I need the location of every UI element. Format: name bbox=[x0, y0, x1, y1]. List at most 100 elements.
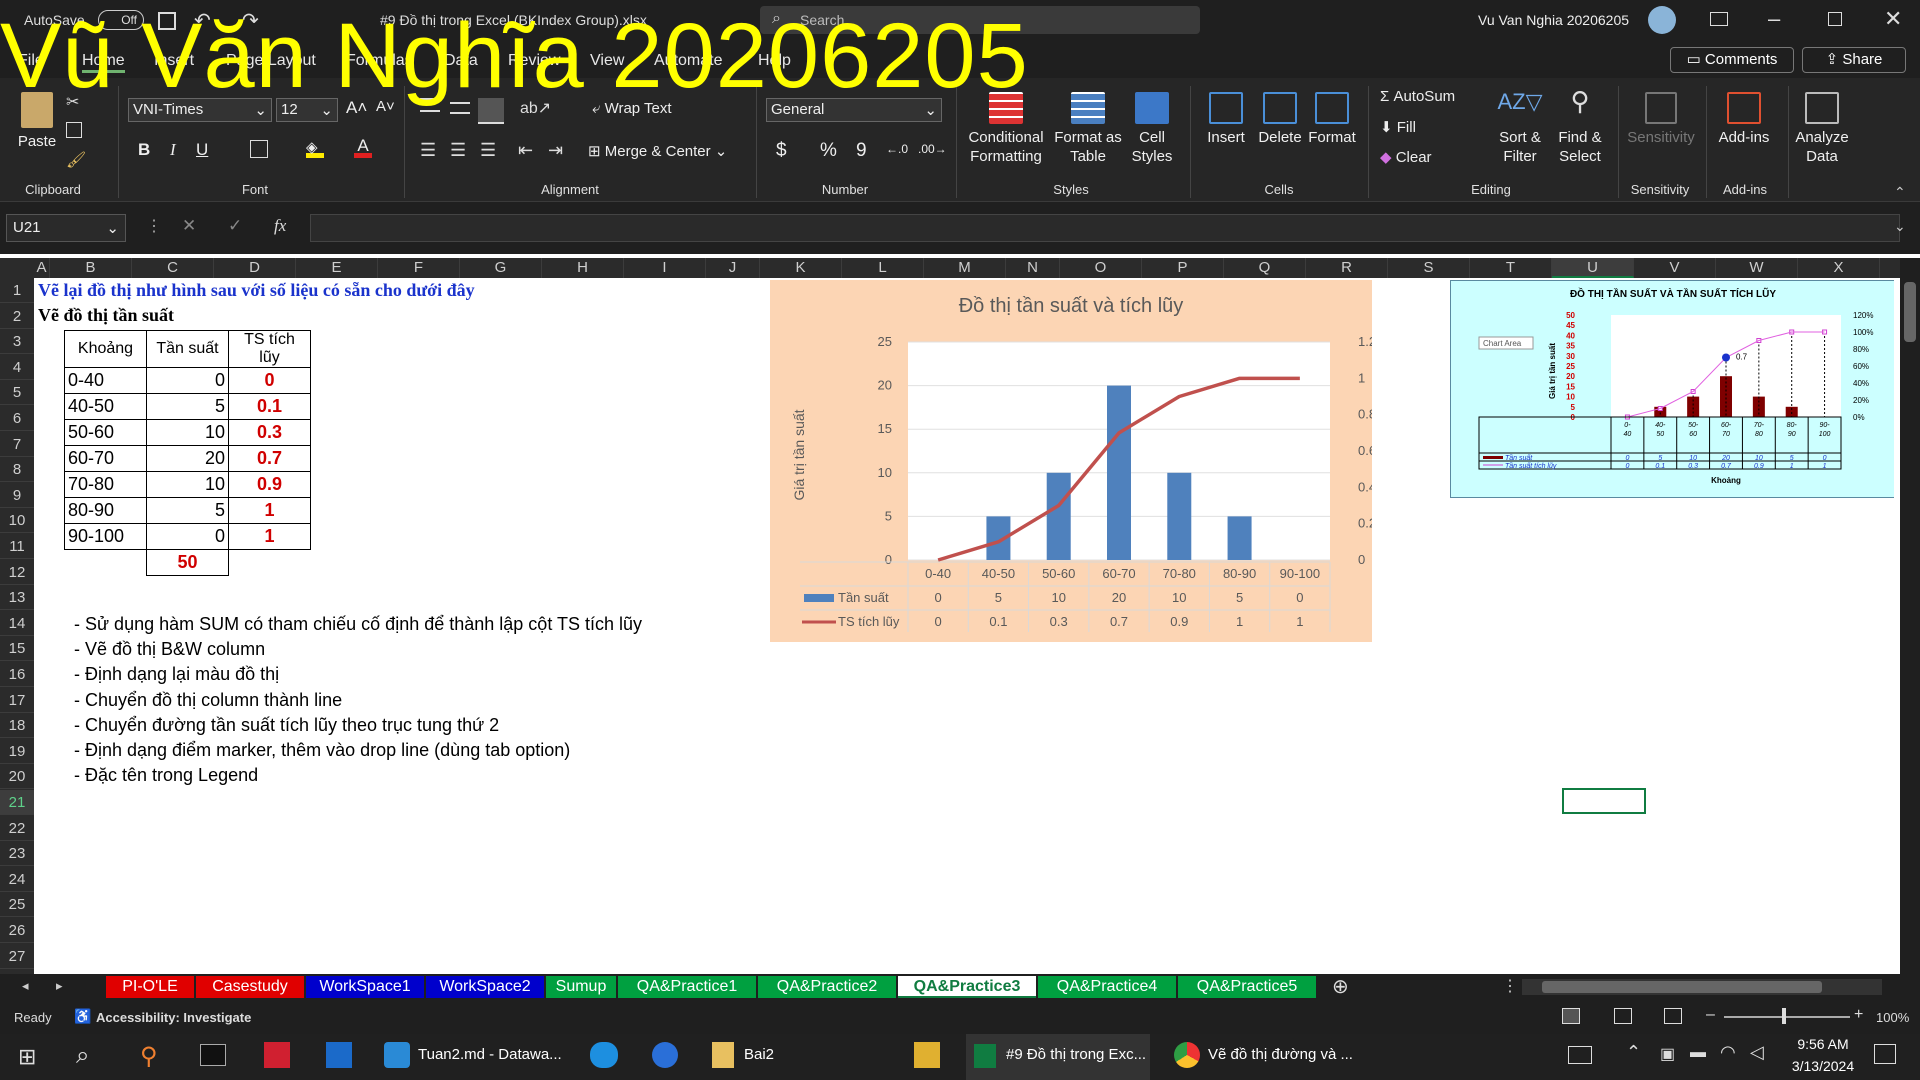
row-header-2[interactable]: 2 bbox=[0, 304, 34, 329]
tab-file[interactable]: File bbox=[18, 52, 44, 69]
battery-icon[interactable]: ▬ bbox=[1690, 1044, 1706, 1061]
formula-input[interactable] bbox=[310, 214, 1900, 242]
selected-cell-U21[interactable] bbox=[1562, 788, 1646, 814]
worksheet[interactable]: Vẽ lại đồ thị như hình sau với số liệu c… bbox=[34, 278, 1894, 974]
note-line[interactable]: - Định dạng lại màu đồ thị bbox=[74, 664, 280, 685]
row-header-22[interactable]: 22 bbox=[0, 816, 34, 841]
font-name-select[interactable]: VNI-Times ⌄ bbox=[128, 98, 272, 122]
note-line[interactable]: - Vẽ đồ thị B&W column bbox=[74, 639, 266, 660]
page-layout-view-icon[interactable] bbox=[1614, 1008, 1632, 1024]
chrome-icon[interactable] bbox=[1174, 1042, 1200, 1068]
zoom-slider-thumb[interactable] bbox=[1782, 1008, 1786, 1024]
tab-page-layout[interactable]: Page Layout bbox=[226, 52, 316, 69]
sort-filter-button[interactable]: AZ▽ Sort & Filter bbox=[1492, 91, 1548, 166]
table-cell[interactable]: 1 bbox=[228, 497, 311, 524]
taskbar-excel-active[interactable] bbox=[966, 1034, 1150, 1080]
vscode-icon[interactable] bbox=[384, 1042, 410, 1068]
column-header-K[interactable]: K bbox=[760, 258, 842, 278]
font-size-select[interactable]: 12 ⌄ bbox=[276, 98, 338, 122]
insert-cells-button[interactable]: Insert bbox=[1198, 92, 1254, 147]
align-top-icon[interactable] bbox=[420, 98, 440, 112]
table-cell[interactable]: 0.9 bbox=[228, 471, 311, 498]
column-header-F[interactable]: F bbox=[378, 258, 460, 278]
sheet-tab-Sumup[interactable]: Sumup bbox=[546, 976, 616, 998]
sheet-tab-QA&Practice4[interactable]: QA&Practice4 bbox=[1038, 976, 1176, 998]
volume-icon[interactable]: ◁ bbox=[1750, 1042, 1764, 1062]
table-cell[interactable]: 5 bbox=[146, 393, 229, 420]
horizontal-scrollbar[interactable] bbox=[1522, 979, 1882, 995]
cancel-icon[interactable]: ✕ bbox=[182, 216, 197, 235]
zoom-slider[interactable] bbox=[1724, 1016, 1850, 1018]
zoom-level[interactable]: 100% bbox=[1876, 1010, 1910, 1025]
h-scrollbar-thumb[interactable] bbox=[1542, 981, 1822, 993]
cell-A2[interactable]: Vẽ đồ thị tần suất bbox=[38, 305, 175, 325]
row-header-26[interactable]: 26 bbox=[0, 918, 34, 943]
maximize-icon[interactable] bbox=[1828, 12, 1842, 26]
delete-cells-button[interactable]: Delete bbox=[1252, 92, 1308, 147]
column-header-U[interactable]: U bbox=[1552, 258, 1634, 278]
paste-button[interactable]: Paste bbox=[14, 92, 60, 151]
insert-function-button[interactable]: fx bbox=[274, 216, 287, 235]
column-header-R[interactable]: R bbox=[1306, 258, 1388, 278]
search-box[interactable]: ⌕ Search bbox=[760, 6, 1200, 34]
sheet-tab-QA&Practice2[interactable]: QA&Practice2 bbox=[758, 976, 896, 998]
ribbon-display-icon[interactable] bbox=[1710, 12, 1728, 26]
wifi-icon[interactable]: ◠ bbox=[1720, 1042, 1736, 1062]
tab-home[interactable]: Home bbox=[82, 52, 125, 73]
taskbar-folder[interactable]: Bai2 bbox=[744, 1046, 775, 1063]
enter-icon[interactable]: ✓ bbox=[228, 216, 243, 235]
sheet-tab-Casestudy[interactable]: Casestudy bbox=[196, 976, 304, 998]
table-cell[interactable]: 80-90 bbox=[64, 497, 147, 524]
cut-icon[interactable]: ✂ bbox=[66, 94, 80, 111]
column-header-P[interactable]: P bbox=[1142, 258, 1224, 278]
clear-button[interactable]: ◆ Clear bbox=[1380, 148, 1432, 166]
increase-indent-icon[interactable]: ⇥ bbox=[548, 140, 564, 160]
table-cell[interactable]: 90-100 bbox=[64, 523, 147, 550]
table-cell[interactable]: 40-50 bbox=[64, 393, 147, 420]
row-header-11[interactable]: 11 bbox=[0, 534, 34, 559]
row-header-4[interactable]: 4 bbox=[0, 355, 34, 380]
row-header-16[interactable]: 16 bbox=[0, 662, 34, 687]
wrap-text-button[interactable]: ⤶ Wrap Text bbox=[592, 100, 672, 117]
underline-button[interactable]: U bbox=[196, 140, 209, 159]
row-header-24[interactable]: 24 bbox=[0, 867, 34, 892]
table-total-cell[interactable]: 50 bbox=[146, 549, 229, 576]
sheet-tab-QA&Practice3[interactable]: QA&Practice3 bbox=[898, 976, 1036, 998]
table-cell[interactable]: 10 bbox=[146, 419, 229, 446]
network-icon[interactable]: ▣ bbox=[1660, 1046, 1676, 1063]
tab-automate[interactable]: Automate bbox=[654, 52, 723, 69]
borders-icon[interactable] bbox=[250, 140, 268, 158]
row-header-27[interactable]: 27 bbox=[0, 944, 34, 969]
search-app-icon[interactable]: ⚲ bbox=[140, 1043, 158, 1070]
font-color-icon[interactable]: A bbox=[354, 136, 372, 158]
column-header-S[interactable]: S bbox=[1388, 258, 1470, 278]
note-line[interactable]: - Định dạng điểm marker, thêm vào drop l… bbox=[74, 740, 571, 760]
undo-icon[interactable]: ↶ bbox=[194, 10, 211, 32]
fill-button[interactable]: ⬇ Fill bbox=[1380, 118, 1416, 136]
orientation-icon[interactable]: ab↗ bbox=[520, 100, 552, 117]
next-sheet-icon[interactable]: ▸ bbox=[56, 978, 63, 993]
column-header-N[interactable]: N bbox=[1006, 258, 1060, 278]
taskbar-chrome[interactable]: Vẽ đồ thị đường và ... bbox=[1208, 1046, 1353, 1063]
note-line[interactable]: - Đặc tên trong Legend bbox=[74, 765, 259, 786]
row-header-14[interactable]: 14 bbox=[0, 611, 34, 636]
copy-icon[interactable] bbox=[66, 122, 82, 138]
row-header-6[interactable]: 6 bbox=[0, 406, 34, 431]
table-cell[interactable]: 0.3 bbox=[228, 419, 311, 446]
tab-insert[interactable]: Insert bbox=[154, 52, 195, 69]
sensitivity-button[interactable]: Sensitivity bbox=[1624, 92, 1698, 147]
save-icon[interactable] bbox=[158, 12, 176, 30]
align-left-icon[interactable]: ☰ bbox=[420, 140, 437, 160]
table-cell[interactable]: 0 bbox=[146, 367, 229, 394]
sheet-tab-QA&Practice5[interactable]: QA&Practice5 bbox=[1178, 976, 1316, 998]
tab-review[interactable]: Review bbox=[508, 52, 561, 69]
normal-view-icon[interactable] bbox=[1562, 1008, 1580, 1024]
format-as-table-button[interactable]: Format as Table bbox=[1050, 92, 1126, 166]
prev-sheet-icon[interactable]: ◂ bbox=[22, 978, 29, 993]
sheet-tab-PI-O'LE[interactable]: PI-O'LE bbox=[106, 976, 194, 998]
format-painter-icon[interactable]: 🖌 bbox=[66, 152, 87, 169]
row-header-3[interactable]: 3 bbox=[0, 329, 34, 355]
sheet-tab-QA&Practice1[interactable]: QA&Practice1 bbox=[618, 976, 756, 998]
row-header-21[interactable]: 21 bbox=[0, 790, 34, 815]
row-header-1[interactable]: 1 bbox=[0, 278, 34, 303]
